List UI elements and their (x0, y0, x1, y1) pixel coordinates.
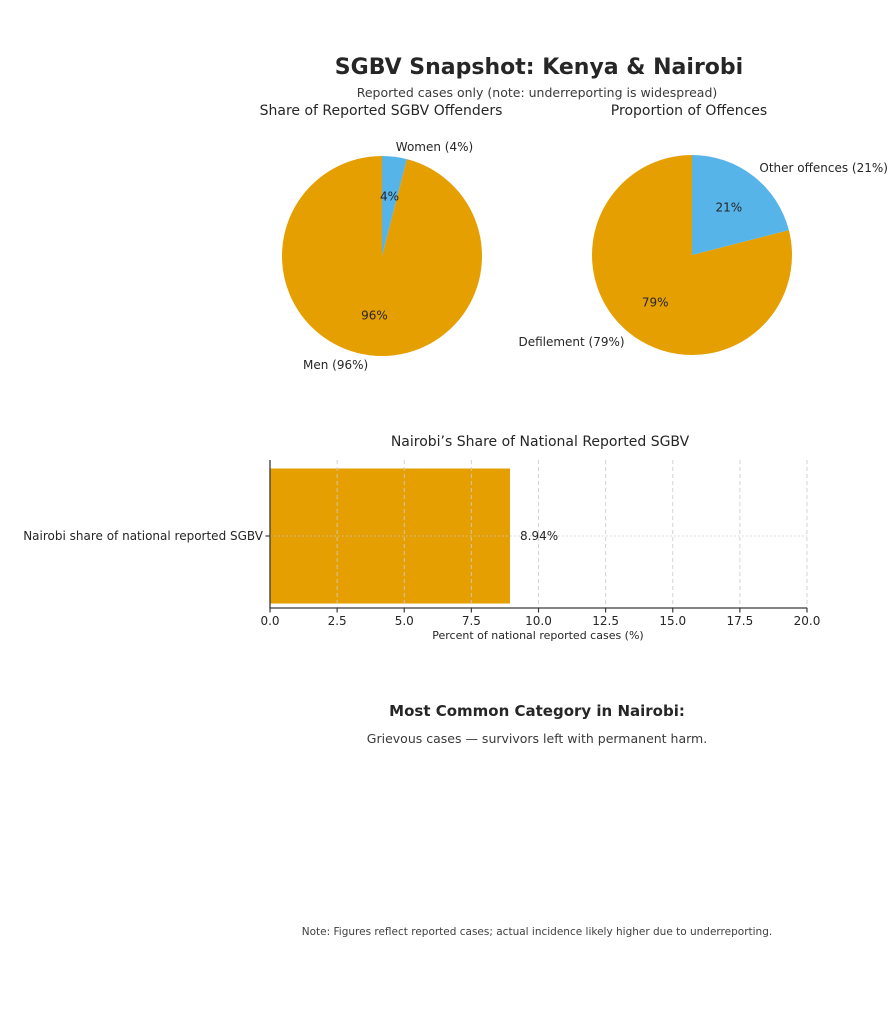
figure-subtitle: Reported cases only (note: underreportin… (356, 85, 718, 100)
figure-title: SGBV Snapshot: Kenya & Nairobi (334, 55, 744, 80)
x-tick-label: 5.0 (395, 614, 414, 628)
offenders-pie-title: Share of Reported SGBV Offenders (259, 103, 503, 119)
highlight-body: Grievous cases — survivors left with per… (366, 731, 708, 746)
x-tick-label: 20.0 (794, 614, 821, 628)
x-tick-label: 12.5 (592, 614, 619, 628)
highlight-heading: Most Common Category in Nairobi: (389, 702, 685, 720)
pie-pct-label: 96% (361, 309, 388, 323)
bar-value-label: 8.94% (520, 529, 558, 543)
pie-pct-label: 21% (715, 201, 742, 215)
pie-slice-men-96 (282, 156, 483, 356)
offenders-pie-chart: 96% Men (96%) 4% Women (4%) (282, 140, 483, 372)
pie-slice-label: Men (96%) (303, 358, 368, 372)
pie-pct-label: 79% (642, 295, 669, 309)
pie-pct-label: 4% (380, 190, 399, 204)
offences-pie-chart: 79% Defilement (79%) 21% Other offences (21… (518, 155, 888, 356)
x-tick-label: 10.0 (525, 614, 552, 628)
pie-slice-label: Women (4%) (396, 140, 473, 154)
footnote: Note: Figures reflect reported cases; ac… (301, 926, 773, 938)
x-tick-label: 15.0 (659, 614, 686, 628)
y-tick-label-nairobi: Nairobi share of national reported SGBV (23, 529, 263, 543)
offences-pie-title: Proportion of Offences (610, 103, 768, 119)
x-tick-label: 17.5 (727, 614, 754, 628)
pie-slice-women-4 (382, 156, 407, 256)
bar-chart-title: Nairobi’s Share of National Reported SGB… (390, 434, 690, 450)
x-tick-label: 7.5 (462, 614, 481, 628)
x-tick-label: 0.0 (260, 614, 279, 628)
x-tick-label: 2.5 (328, 614, 347, 628)
pie-slice-label: Other offences (21%) (759, 161, 888, 175)
x-axis-label: Percent of national reported cases (%) (432, 629, 644, 642)
pie-slice-label: Defilement (79%) (518, 335, 624, 349)
pie-slice-other-offences-21 (692, 155, 789, 255)
pie-slice-defilement-79 (592, 155, 793, 356)
